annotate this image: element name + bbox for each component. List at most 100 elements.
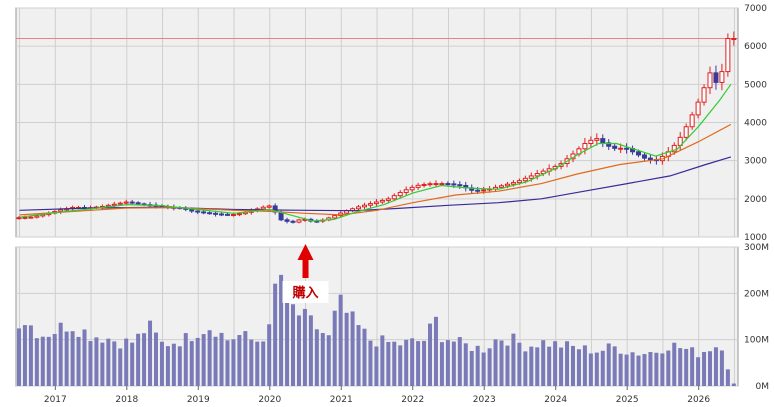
volume-bar xyxy=(684,348,689,386)
volume-bar xyxy=(231,339,236,386)
candle-body xyxy=(16,217,22,220)
volume-bar xyxy=(398,345,403,386)
volume-bar xyxy=(267,324,272,386)
candle-body xyxy=(433,183,439,186)
volume-bar xyxy=(28,325,33,386)
volume-bar xyxy=(291,304,296,386)
candle-body xyxy=(296,219,302,223)
volume-bar xyxy=(118,348,123,386)
volume-bar xyxy=(255,341,260,386)
candle-body xyxy=(695,101,701,116)
candle-body xyxy=(641,154,647,159)
volume-bar xyxy=(213,336,218,386)
candle-body xyxy=(266,205,272,208)
volume-bar xyxy=(445,340,450,386)
candle-body xyxy=(618,147,624,150)
candle-body xyxy=(522,177,528,182)
volume-panel: 0M 100M 200M 300M xyxy=(15,243,769,392)
volume-bar xyxy=(374,346,379,386)
volume-bar xyxy=(559,347,564,386)
volume-bar xyxy=(153,332,158,386)
candle-body xyxy=(534,173,540,177)
volume-bar xyxy=(433,316,438,386)
candle-body xyxy=(606,142,612,147)
volume-bar xyxy=(499,340,504,386)
volume-bar xyxy=(34,338,39,386)
volume-bar xyxy=(356,325,361,386)
volume-bar xyxy=(576,349,581,386)
volume-bar xyxy=(416,341,421,386)
volume-bar xyxy=(380,335,385,386)
candle-body xyxy=(34,215,40,218)
candle-body xyxy=(201,211,207,214)
volume-bar xyxy=(630,352,635,386)
volume-bar xyxy=(100,342,105,386)
volume-bar xyxy=(302,308,307,386)
volume-bar xyxy=(52,333,57,386)
volume-bar xyxy=(189,341,194,386)
year-label: 2025 xyxy=(616,395,639,405)
candle-body xyxy=(367,203,373,206)
volume-bar xyxy=(565,341,570,386)
volume-bar xyxy=(529,346,534,386)
candle-body xyxy=(195,210,201,213)
volume-bar xyxy=(94,337,99,386)
volume-bar xyxy=(636,355,641,386)
x-axis: 2017 2018 2019 2020 2021 2022 2023 2024 2025 2026 xyxy=(44,386,710,405)
price-tick-label: 6000 xyxy=(744,42,767,52)
volume-bar xyxy=(165,346,170,386)
candle-body xyxy=(415,184,421,188)
volume-bar xyxy=(660,353,665,386)
candle-body xyxy=(701,87,707,103)
candle-body xyxy=(391,195,397,200)
volume-bar xyxy=(285,289,290,386)
volume-tick-label: 100M xyxy=(744,336,769,346)
volume-bar xyxy=(136,333,141,386)
candle-body xyxy=(379,199,385,203)
volume-bar xyxy=(106,338,111,386)
volume-bar xyxy=(582,345,587,386)
volume-bar xyxy=(338,294,343,386)
volume-bar xyxy=(487,348,492,386)
candle-body xyxy=(397,191,403,197)
candle-body xyxy=(421,184,427,187)
price-tick-label: 2000 xyxy=(744,195,767,205)
candle-body xyxy=(612,145,618,149)
candle-body xyxy=(671,144,677,153)
volume-bar xyxy=(368,340,373,386)
volume-bar xyxy=(517,342,522,386)
candle-body xyxy=(236,213,242,216)
volume-bar xyxy=(159,341,164,386)
volume-bar xyxy=(618,353,623,386)
volume-bar xyxy=(463,343,468,386)
candle-body xyxy=(588,139,594,144)
candle-body xyxy=(361,204,367,208)
volume-bar xyxy=(666,350,671,386)
volume-bar xyxy=(171,343,176,386)
volume-bar xyxy=(46,336,51,386)
volume-bar xyxy=(612,346,617,386)
volume-bar xyxy=(469,350,474,386)
volume-bar xyxy=(261,341,266,386)
volume-bar xyxy=(523,351,528,386)
candle-body xyxy=(499,185,505,188)
volume-bar xyxy=(439,342,444,386)
volume-bar xyxy=(725,369,730,386)
volume-bar xyxy=(225,340,230,386)
year-label: 2022 xyxy=(401,395,424,405)
year-label: 2021 xyxy=(330,395,353,405)
year-label: 2019 xyxy=(187,395,210,405)
volume-bar xyxy=(624,354,629,386)
volume-bar xyxy=(547,346,552,386)
volume-bar xyxy=(535,347,540,386)
candle-body xyxy=(284,219,290,222)
volume-bar xyxy=(273,283,278,386)
volume-bar xyxy=(130,342,135,386)
volume-bar xyxy=(320,333,325,386)
volume-bar xyxy=(16,328,21,386)
volume-bar xyxy=(475,345,480,386)
volume-bar xyxy=(493,339,498,386)
volume-bar xyxy=(672,342,677,386)
candle-body xyxy=(707,72,713,89)
volume-tick-label: 200M xyxy=(744,289,769,299)
